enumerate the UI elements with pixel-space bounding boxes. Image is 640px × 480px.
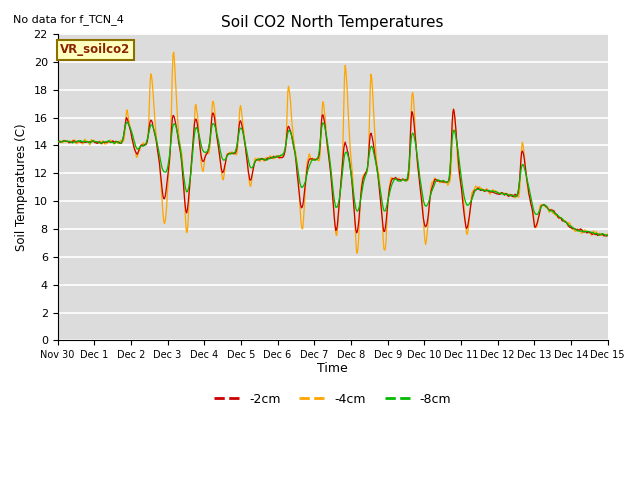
Legend: -2cm, -4cm, -8cm: -2cm, -4cm, -8cm	[209, 388, 456, 411]
Text: VR_soilco2: VR_soilco2	[60, 43, 131, 56]
X-axis label: Time: Time	[317, 361, 348, 374]
Title: Soil CO2 North Temperatures: Soil CO2 North Temperatures	[221, 15, 444, 30]
Y-axis label: Soil Temperatures (C): Soil Temperatures (C)	[15, 123, 28, 251]
Text: No data for f_TCN_4: No data for f_TCN_4	[13, 14, 124, 25]
